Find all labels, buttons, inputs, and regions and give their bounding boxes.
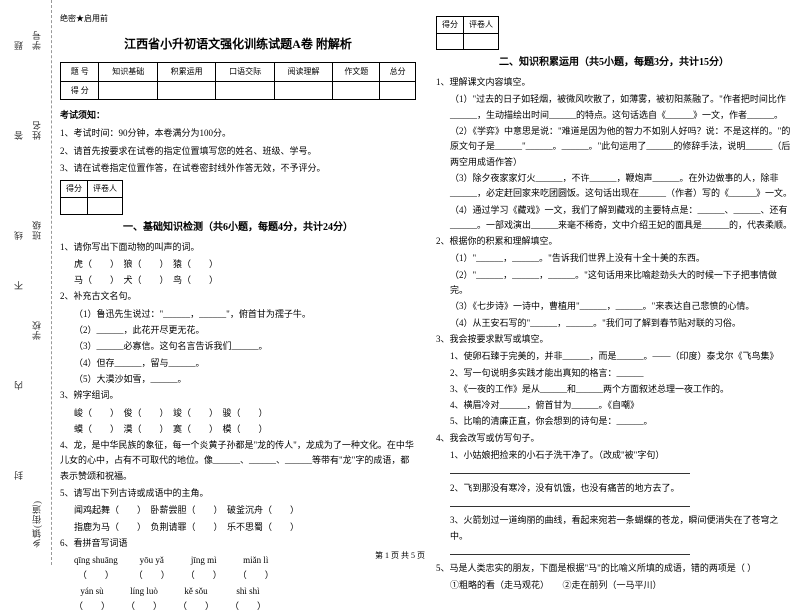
pinyin: kě sǒu	[178, 584, 214, 599]
q2-item: （1）鲁迅先生说过："______，______"，俯首甘为孺子牛。	[74, 307, 416, 322]
scorer-table: 得分评卷人	[60, 180, 123, 214]
q6-stem: 6、看拼音写词语	[60, 536, 416, 551]
cell	[61, 197, 88, 214]
page-content: 绝密★启用前 江西省小升初语文强化训练试题A卷 附解析 题 号 知识基础 积累运…	[60, 12, 792, 614]
cell	[464, 33, 499, 50]
pinyin: yán sù	[74, 584, 110, 599]
cell: 评卷人	[88, 181, 123, 198]
cut-mark: 线	[12, 230, 25, 240]
r3-item: 4、横眉冷对______，俯首甘为______。《自嘲》	[450, 398, 792, 413]
pinyin-cell: kě sǒu（ ）	[178, 584, 214, 614]
cell	[333, 81, 380, 100]
binding-sidebar: 学号 姓名 班级 学校 乡镇(街道) 题 答 线 不 内 封	[0, 0, 52, 565]
page-footer: 第 1 页 共 5 页	[0, 550, 800, 561]
th: 题 号	[61, 62, 99, 81]
r5-item: ①粗略的看（走马观花） ②走在前列（一马平川）	[450, 578, 792, 593]
cut-mark: 不	[12, 280, 25, 290]
th: 口语交际	[216, 62, 274, 81]
cut-mark: 题	[12, 40, 25, 50]
r3-item: 5、比喻的清廉正直，你会想到的诗句是：______。	[450, 414, 792, 429]
r5-stem: 5、马是人类忠实的朋友，下面是根据"马"的比喻义所填的成语，错的两项是（ ）	[436, 561, 792, 576]
r1-item: （4）通过学习《藏戏》一文，我们了解到藏戏的主要特点是：______、_____…	[450, 203, 792, 234]
pinyin-cell: shì shì（ ）	[230, 584, 266, 614]
th: 总分	[380, 62, 416, 81]
notice: 1、考试时间：90分钟，本卷满分为100分。	[60, 126, 416, 141]
q1-row: 马（ ） 犬（ ） 鸟（ ）	[74, 273, 416, 288]
cut-mark: 封	[12, 470, 25, 480]
cell	[274, 81, 332, 100]
r3-item: 2、写一句说明多实践才能出真知的格言：______	[450, 366, 792, 381]
cell	[88, 197, 123, 214]
q5-stem: 5、请写出下列古诗或成语中的主角。	[60, 486, 416, 501]
r2-item: （1）"______，______。"告诉我们世界上没有十全十美的东西。	[450, 251, 792, 266]
q3-row: 蟆（ ） 漠（ ） 寞（ ） 模（ ）	[74, 422, 416, 437]
r2-item: （4）从王安石写的"______，______。"我们可了解到春节贴对联的习俗。	[450, 316, 792, 331]
notice: 3、请在试卷指定位置作答，在试卷密封线外作答无效，不予评分。	[60, 161, 416, 176]
r4-blank	[450, 464, 792, 479]
sidebar-label: 班级	[30, 220, 43, 240]
sidebar-label: 学校	[30, 320, 43, 340]
pinyin-cell: yán sù（ ）	[74, 584, 110, 614]
r1-item: （2）《学弈》中意思是说："难道是因为他的智力不如别人好吗？说：不是这样的。"的…	[450, 124, 792, 170]
cell	[380, 81, 416, 100]
q3-stem: 3、辨字组词。	[60, 388, 416, 403]
r2-item: （3）《七步诗》一诗中，曹植用"______，______。"来表达自己悲愤的心…	[450, 299, 792, 314]
pinyin-row: yán sù（ ） líng luò（ ） kě sǒu（ ） shì shì（…	[74, 584, 416, 614]
right-column: 得分评卷人 二、知识积累运用（共5小题，每题3分，共计15分） 1、理解课文内容…	[436, 12, 792, 614]
scorer-table: 得分评卷人	[436, 16, 499, 50]
sidebar-label: 乡镇(街道)	[30, 500, 43, 548]
section-title: 一、基础知识检测（共6小题，每题4分，共计24分）	[60, 219, 416, 236]
notice: 2、请首先按要求在试卷的指定位置填写您的姓名、班级、学号。	[60, 144, 416, 159]
r3-item: 1、使卵石臻于完美的，并非______，而是______。——（印度）泰戈尔《飞…	[450, 349, 792, 364]
r4-blank	[450, 497, 792, 512]
q2-item: （5）大漠沙如雪，______。	[74, 372, 416, 387]
secret-mark: 绝密★启用前	[60, 12, 416, 26]
r1-item: （3）除夕夜家家灯火______，不许______，鞭炮声______。在外边做…	[450, 171, 792, 202]
r4-stem: 4、我会改写或仿写句子。	[436, 431, 792, 446]
r1-stem: 1、理解课文内容填空。	[436, 75, 792, 90]
r3-stem: 3、我会按要求默写或填空。	[436, 332, 792, 347]
r3-item: 3、《一夜的工作》是从______和______两个方面叙述总理一夜工作的。	[450, 382, 792, 397]
cell	[157, 81, 215, 100]
r4-item: 1、小姑娘把捡来的小石子洗干净了。（改成"被"字句）	[450, 448, 792, 463]
cell: 得分	[61, 181, 88, 198]
cell	[437, 33, 464, 50]
cut-mark: 答	[12, 130, 25, 140]
row-label: 得 分	[61, 81, 99, 100]
pinyin: shì shì	[230, 584, 266, 599]
cell	[99, 81, 157, 100]
exam-title: 江西省小升初语文强化训练试题A卷 附解析	[60, 34, 416, 54]
cell	[216, 81, 274, 100]
q4: 4、龙，是中华民族的象征，每一个炎黄子孙都是"龙的传人"，龙成为了一种文化。在中…	[60, 438, 416, 484]
cell: 得分	[437, 17, 464, 34]
r2-item: （2）"______，______，______。"这句话用来比喻趁劲头大的时候…	[450, 268, 792, 299]
th: 知识基础	[99, 62, 157, 81]
notice-heading: 考试须知：	[60, 108, 416, 123]
score-table: 题 号 知识基础 积累运用 口语交际 阅读理解 作文题 总分 得 分	[60, 62, 416, 100]
sidebar-label: 姓名	[30, 120, 43, 140]
q1-row: 虎（ ） 狼（ ） 猿（ ）	[74, 257, 416, 272]
q2-item: （3）______必寡信。这句名言告诉我们______。	[74, 339, 416, 354]
q1-stem: 1、请你写出下面动物的叫声的词。	[60, 240, 416, 255]
th: 阅读理解	[274, 62, 332, 81]
q3-row: 峻（ ） 俊（ ） 竣（ ） 骏（ ）	[74, 406, 416, 421]
r4-item: 2、飞到那没有寒冷，没有饥饿，也没有痛苦的地方去了。	[450, 481, 792, 496]
r4-item: 3、火箭划过一道绚丽的曲线，看起来宛若一条蝴蝶的苍龙，瞬间便消失在了苍穹之中。	[450, 513, 792, 544]
cut-mark: 内	[12, 380, 25, 390]
q2-stem: 2、补充古文名句。	[60, 289, 416, 304]
r2-stem: 2、根据你的积累和理解填空。	[436, 234, 792, 249]
th: 积累运用	[157, 62, 215, 81]
q5-row: 闻鸡起舞（ ） 卧薪尝胆（ ） 破釜沉舟（ ）	[74, 503, 416, 518]
section-title: 二、知识积累运用（共5小题，每题3分，共计15分）	[436, 54, 792, 71]
th: 作文题	[333, 62, 380, 81]
pinyin: líng luò	[126, 584, 162, 599]
sidebar-label: 学号	[30, 30, 43, 50]
q5-row: 指鹿为马（ ） 负荆请罪（ ） 乐不思蜀（ ）	[74, 520, 416, 535]
q2-item: （4）但存______，留与______。	[74, 356, 416, 371]
left-column: 绝密★启用前 江西省小升初语文强化训练试题A卷 附解析 题 号 知识基础 积累运…	[60, 12, 416, 614]
r1-item: （1）"过去的日子如轻烟，被微风吹散了，如薄雾，被初阳蒸融了。"作者把时间比作_…	[450, 92, 792, 123]
cell: 评卷人	[464, 17, 499, 34]
pinyin-cell: líng luò（ ）	[126, 584, 162, 614]
q2-item: （2）______，此花开尽更无花。	[74, 323, 416, 338]
